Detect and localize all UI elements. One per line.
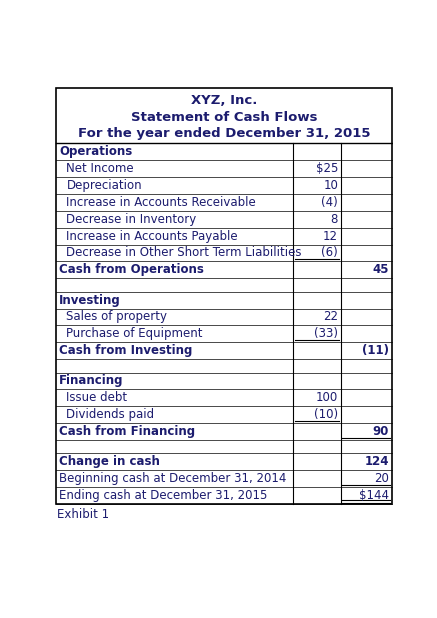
Text: Cash from Financing: Cash from Financing bbox=[59, 425, 195, 438]
Text: Decrease in Inventory: Decrease in Inventory bbox=[66, 213, 197, 226]
Text: 22: 22 bbox=[323, 310, 338, 323]
Text: Decrease in Other Short Term Liabilities: Decrease in Other Short Term Liabilities bbox=[66, 247, 302, 260]
Bar bbox=[56, 88, 392, 504]
Text: Cash from Operations: Cash from Operations bbox=[59, 263, 204, 276]
Text: Change in cash: Change in cash bbox=[59, 455, 160, 468]
Text: Operations: Operations bbox=[59, 145, 132, 158]
Text: XYZ, Inc.: XYZ, Inc. bbox=[191, 94, 257, 107]
Text: (4): (4) bbox=[321, 196, 338, 209]
Text: $144: $144 bbox=[359, 489, 389, 502]
Text: 124: 124 bbox=[364, 455, 389, 468]
Text: 100: 100 bbox=[316, 391, 338, 404]
Text: For the year ended December 31, 2015: For the year ended December 31, 2015 bbox=[78, 127, 370, 140]
Text: (11): (11) bbox=[362, 344, 389, 357]
Text: (10): (10) bbox=[314, 408, 338, 421]
Text: (33): (33) bbox=[314, 328, 338, 341]
Text: Investing: Investing bbox=[59, 294, 121, 307]
Text: 10: 10 bbox=[323, 179, 338, 192]
Text: Purchase of Equipment: Purchase of Equipment bbox=[66, 328, 203, 341]
Text: (6): (6) bbox=[321, 247, 338, 260]
Text: Financing: Financing bbox=[59, 375, 124, 387]
Text: Exhibit 1: Exhibit 1 bbox=[57, 508, 109, 521]
Text: Increase in Accounts Receivable: Increase in Accounts Receivable bbox=[66, 196, 256, 209]
Text: Ending cash at December 31, 2015: Ending cash at December 31, 2015 bbox=[59, 489, 267, 502]
Text: 8: 8 bbox=[331, 213, 338, 226]
Text: Dividends paid: Dividends paid bbox=[66, 408, 155, 421]
Text: 90: 90 bbox=[372, 425, 389, 438]
Text: Depreciation: Depreciation bbox=[66, 179, 142, 192]
Text: 45: 45 bbox=[372, 263, 389, 276]
Text: Cash from Investing: Cash from Investing bbox=[59, 344, 192, 357]
Text: Issue debt: Issue debt bbox=[66, 391, 128, 404]
Text: 20: 20 bbox=[374, 472, 389, 485]
Text: 12: 12 bbox=[323, 229, 338, 243]
Text: Statement of Cash Flows: Statement of Cash Flows bbox=[131, 111, 317, 124]
Text: Increase in Accounts Payable: Increase in Accounts Payable bbox=[66, 229, 238, 243]
Text: $25: $25 bbox=[316, 162, 338, 175]
Text: Beginning cash at December 31, 2014: Beginning cash at December 31, 2014 bbox=[59, 472, 286, 485]
Text: Sales of property: Sales of property bbox=[66, 310, 167, 323]
Text: Net Income: Net Income bbox=[66, 162, 134, 175]
